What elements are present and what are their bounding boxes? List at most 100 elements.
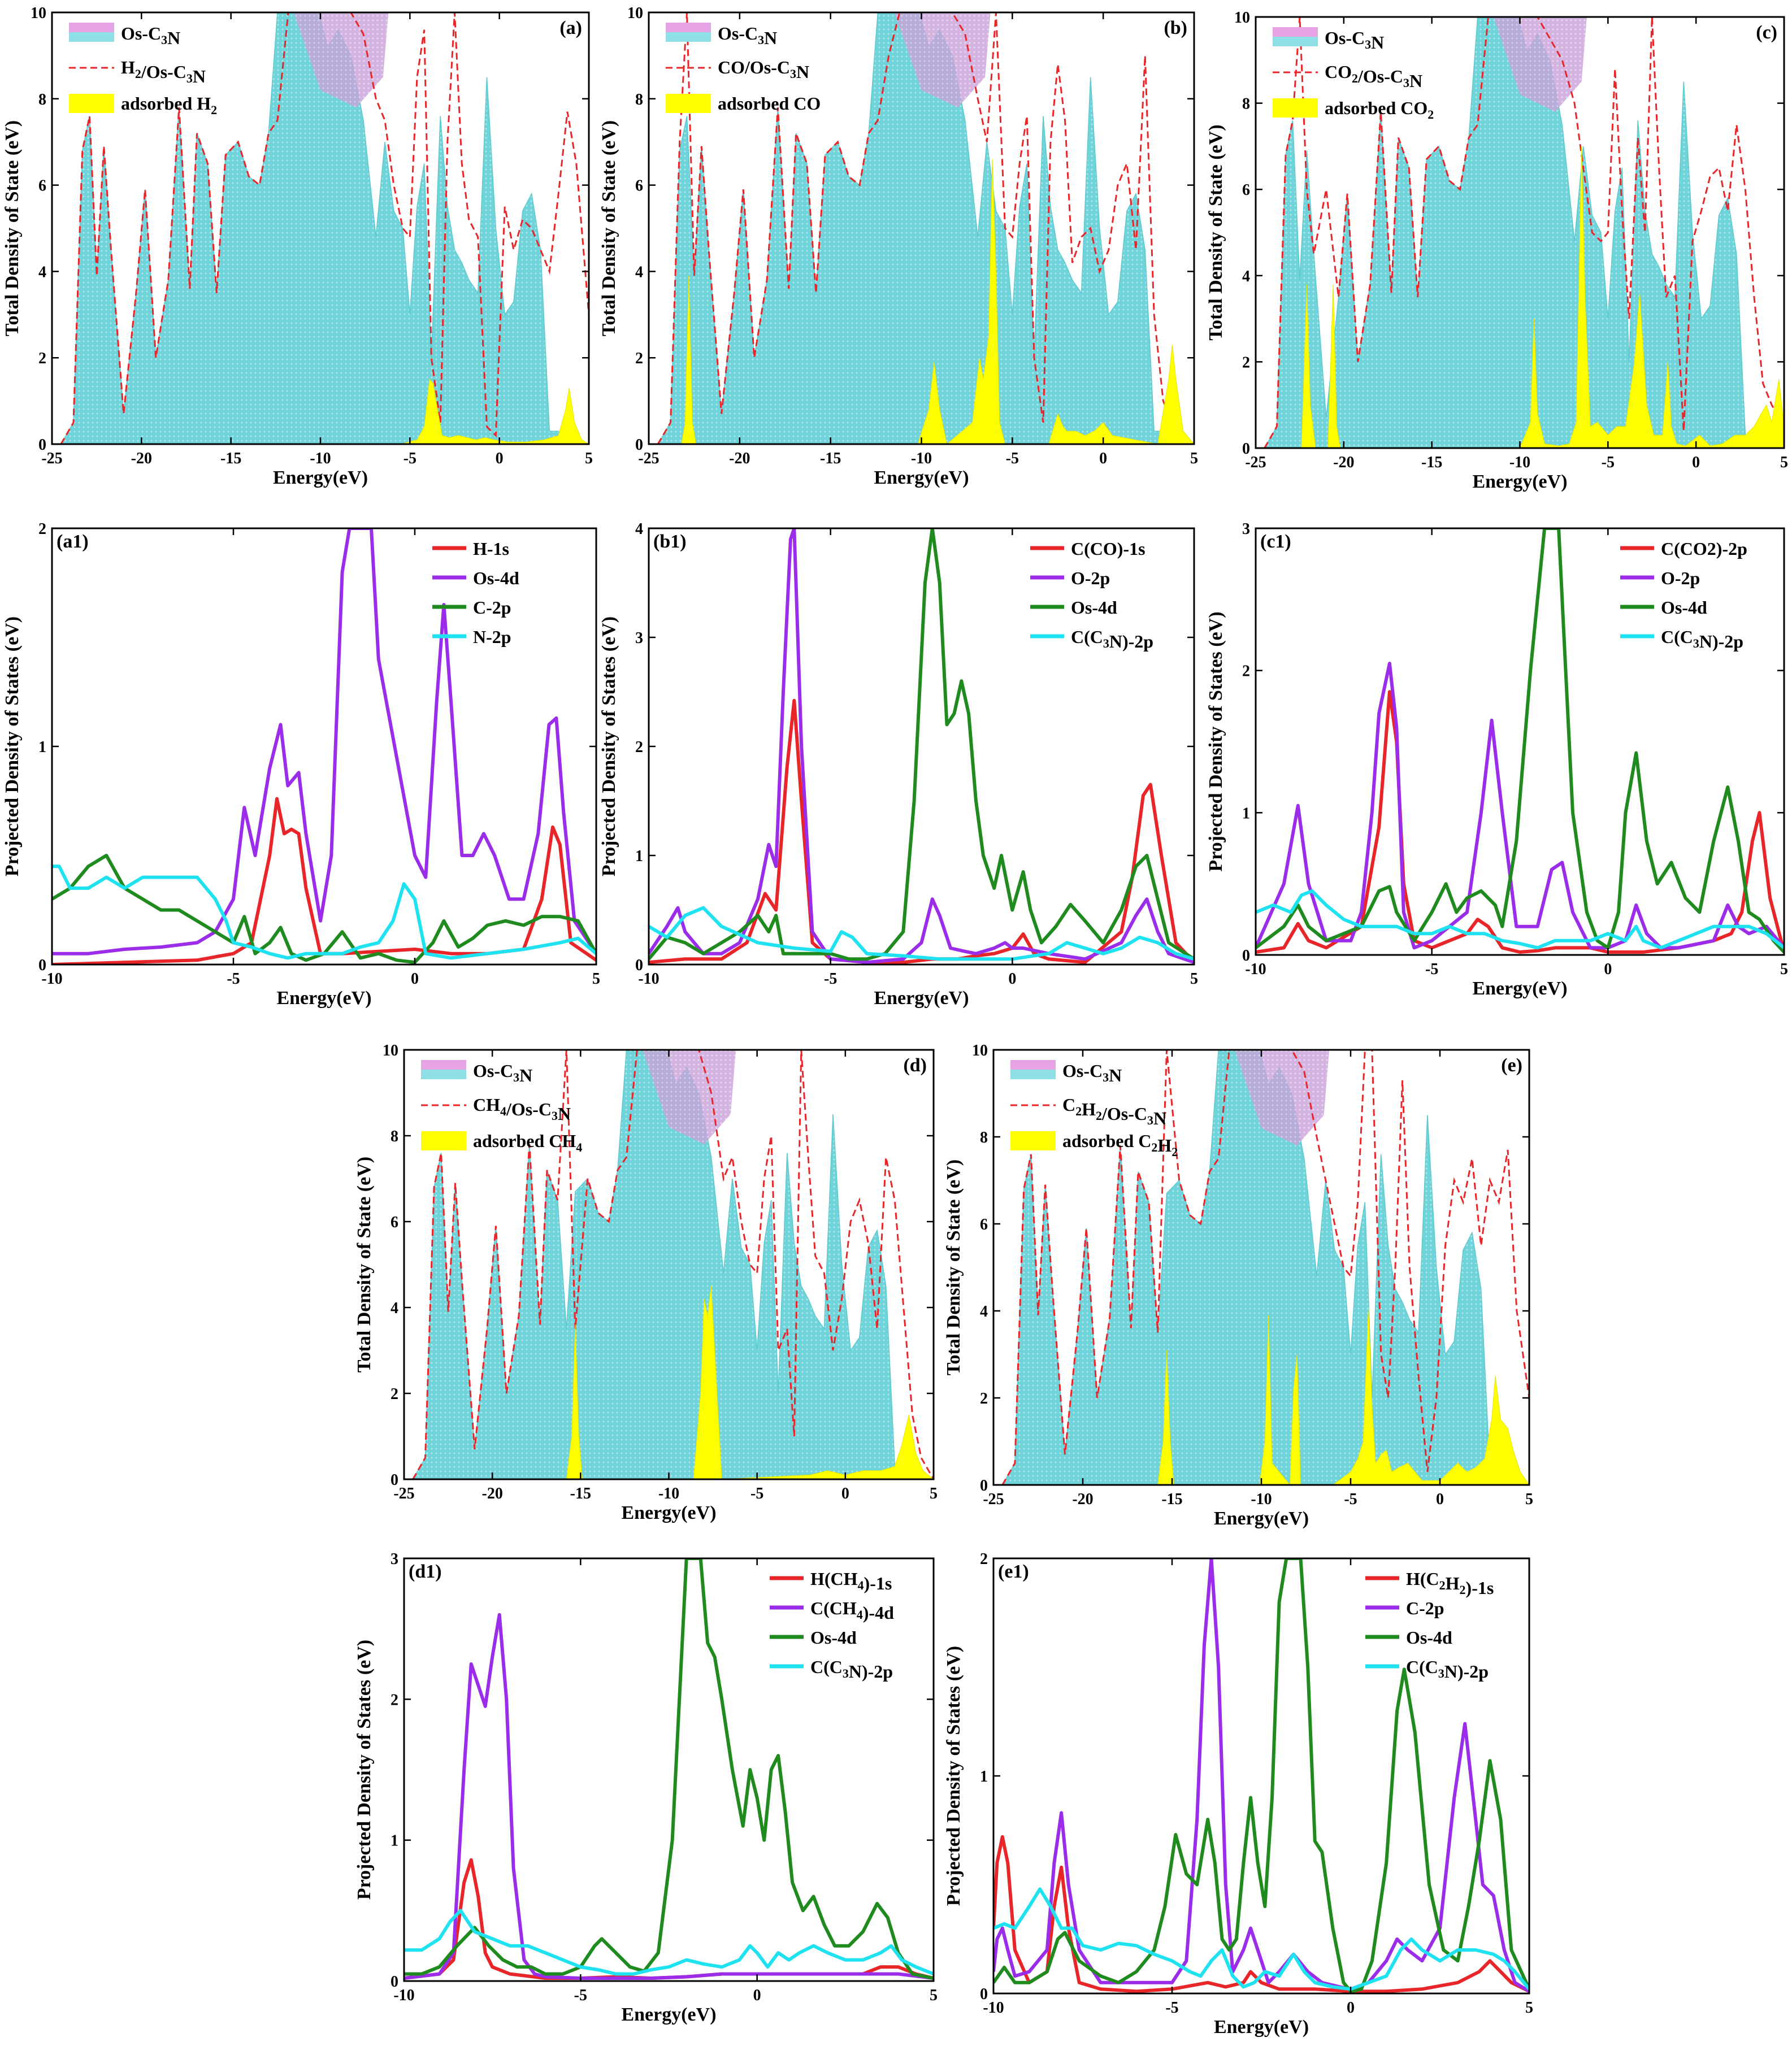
y-tick-label: 0 [390, 1471, 398, 1489]
legend-text-part: 4 [576, 1140, 582, 1154]
series-adsorbed-fill [1301, 146, 1784, 448]
legend-text-part: 3 [552, 1109, 558, 1123]
legend-swatch-os-c3n [1010, 1060, 1056, 1079]
y-tick-label: 8 [38, 91, 46, 108]
legend-text-part: 2 [1439, 1578, 1446, 1592]
legend-text-part: 3 [186, 71, 193, 85]
y-axis-title: Total Density of State (eV) [354, 1157, 375, 1372]
legend-text-part: adsorbed CO [718, 93, 821, 114]
legend-text-part: Os-4d [810, 1627, 857, 1648]
legend-swatch-adsorbed [69, 94, 114, 113]
legend-label-2: Os-4d [1661, 597, 1707, 618]
series-line-1 [404, 1613, 934, 1980]
legend-text-part: CO [1325, 62, 1352, 82]
x-tick-label: 5 [592, 970, 600, 988]
x-tick-label: -20 [729, 450, 750, 467]
y-tick-label: 10 [972, 1042, 988, 1059]
series-line-3 [649, 906, 1194, 961]
x-tick-label: 0 [1347, 1999, 1355, 2017]
x-tick-label: 0 [841, 1485, 849, 1502]
plot-area [60, 12, 589, 444]
legend-label-1: C-2p [1406, 1598, 1444, 1618]
legend-label-adsorbed-molecule: adsorbed C2H2 [1062, 1131, 1178, 1159]
x-tick-label: -20 [131, 450, 152, 467]
y-tick-label: 3 [635, 629, 643, 647]
series-line-2 [52, 854, 596, 965]
x-tick-label: -20 [1333, 454, 1354, 471]
x-tick-label: 0 [1604, 961, 1612, 978]
legend-swatch-adsorbed [1273, 98, 1318, 118]
legend-text-part: /Os-C [744, 57, 790, 77]
series-dashed-line [1264, 17, 1784, 448]
x-tick-label: 5 [1780, 961, 1788, 978]
legend-label-os-c3n: Os-C3N [718, 23, 777, 48]
legend-label-adsorbed-system: CH4/Os-C3N [473, 1094, 571, 1124]
series-line-0 [993, 1835, 1529, 1993]
legend-text-part: C( [1661, 538, 1680, 559]
legend-text-part: C [1426, 1569, 1439, 1589]
legend-text-part: N [1444, 1661, 1457, 1682]
legend-label-1: Os-4d [473, 568, 519, 588]
y-tick-label: 2 [390, 1385, 398, 1403]
legend-text-part: C( [1406, 1657, 1425, 1677]
legend-pdos: C(CO)-1s O-2p Os-4d C(C3N)-2p [1030, 538, 1153, 651]
y-tick-label: 6 [1242, 181, 1250, 199]
series-dashed-line [60, 12, 589, 444]
x-tick-label: -5 [824, 970, 837, 988]
x-tick-label: -5 [1602, 454, 1615, 471]
legend-label-1: O-2p [1071, 568, 1110, 588]
x-tick-label: -10 [911, 450, 932, 467]
legend-text-part: C [1680, 627, 1693, 647]
legend-label-2: Os-4d [810, 1627, 857, 1648]
x-tick-label: -5 [1425, 961, 1438, 978]
panel-a1: -10 -5 0 5 0 1 2 Energy(eV) Projected Density of… [2, 520, 600, 1009]
x-axis-title: Energy(eV) [273, 467, 368, 488]
legend-text-part: 3 [1147, 1113, 1153, 1127]
legend-text-part: CH [473, 1094, 500, 1115]
legend-swatch-os-c3n [69, 23, 114, 42]
x-axis-title: Energy(eV) [1472, 471, 1567, 492]
y-tick-label: 3 [390, 1550, 398, 1568]
panel-e1: -10 -5 0 5 0 1 2 Energy(eV) Projected Density of… [943, 1550, 1533, 2038]
legend-text-part: 2 [1096, 1109, 1102, 1123]
y-tick-label: 2 [635, 739, 643, 756]
x-axis-title: Energy(eV) [621, 1502, 716, 1523]
legend-text-part: N [1109, 1065, 1122, 1085]
legend-label-0: H(CH4)-1s [810, 1569, 892, 1593]
legend-swatch-adsorbed [1010, 1131, 1056, 1150]
y-tick-label: 0 [980, 1986, 988, 2003]
y-axis-title: Projected Density of States (eV) [354, 1640, 375, 1900]
legend-text-part: N [796, 62, 809, 82]
x-tick-label: -25 [638, 450, 659, 467]
legend-text-part: 2 [1427, 107, 1434, 121]
legend-label-0: C(CO)-1s [1071, 538, 1146, 559]
legend-text-part: 4 [500, 1104, 506, 1118]
legend-text-part: 3 [790, 67, 796, 81]
legend-label-2: C-2p [473, 597, 511, 618]
x-tick-label: 0 [1692, 454, 1700, 471]
legend-text-part: )-2p [1122, 631, 1153, 651]
y-tick-label: 8 [635, 91, 643, 108]
legend-text-part: C-2p [1406, 1598, 1444, 1618]
legend-text-part: adsorbed C [1062, 1131, 1151, 1151]
axes-frame [1255, 527, 1785, 956]
y-tick-label: 4 [980, 1303, 988, 1320]
panel-a: -25 -20 -15 -10 -5 0 5 0 2 4 6 8 10 Energy(eV) Total D… [2, 5, 593, 488]
x-tick-label: 5 [1190, 450, 1198, 467]
y-tick-label: 1 [390, 1832, 398, 1850]
x-axis-title: Energy(eV) [1472, 978, 1567, 999]
series-adsorbed-fill [1157, 1306, 1529, 1485]
legend-text-part: 2 [135, 67, 141, 81]
plot-area [1001, 1050, 1529, 1485]
panel-label: (d) [903, 1055, 927, 1076]
panel-label: (a) [559, 18, 582, 38]
legend-swatch-os-c3n [666, 23, 711, 42]
x-tick-label: -10 [638, 970, 659, 988]
series-line-2 [404, 1558, 934, 1980]
x-tick-label: -10 [393, 1987, 414, 2004]
legend-text-part: Os-C [1062, 1061, 1103, 1081]
y-tick-label: 2 [38, 520, 46, 538]
y-tick-label: 0 [390, 1973, 398, 1991]
